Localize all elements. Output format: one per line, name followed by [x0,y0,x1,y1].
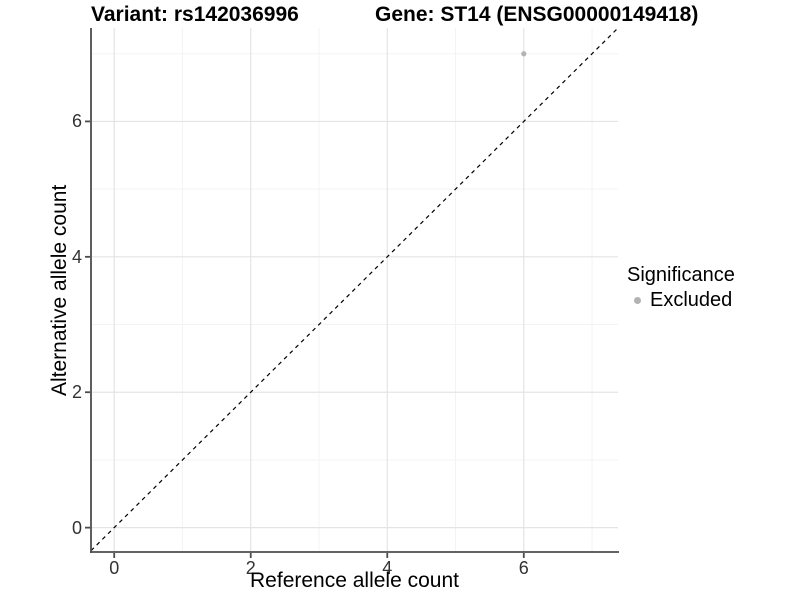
y-axis-tick-label: 2 [71,382,82,403]
x-axis-tick-label: 0 [109,558,120,578]
legend: Significance Excluded [627,264,735,311]
x-axis-tick-label: 6 [518,558,529,578]
x-axis-title: Reference allele count [250,569,459,592]
y-axis-tick-label: 0 [71,517,82,538]
identity-reference-line [90,27,619,552]
y-axis-title: Alternative allele count [48,184,71,396]
y-axis-tick-label: 4 [71,246,82,267]
data-point [521,51,527,57]
y-axis-tick-label: 6 [71,111,82,132]
plot-title-variant: Variant: rs142036996 [91,3,299,26]
legend-items: Excluded [627,289,735,311]
legend-title: Significance [627,264,735,286]
legend-point-icon [633,297,641,304]
legend-item-label: Excluded [650,289,733,311]
x-axis-tick-label: 2 [245,558,256,578]
plot-title-gene: Gene: ST14 (ENSG00000149418) [375,3,699,26]
legend-item: Excluded [627,289,735,311]
x-axis-tick-label: 4 [382,558,393,578]
legend-key [627,291,647,311]
